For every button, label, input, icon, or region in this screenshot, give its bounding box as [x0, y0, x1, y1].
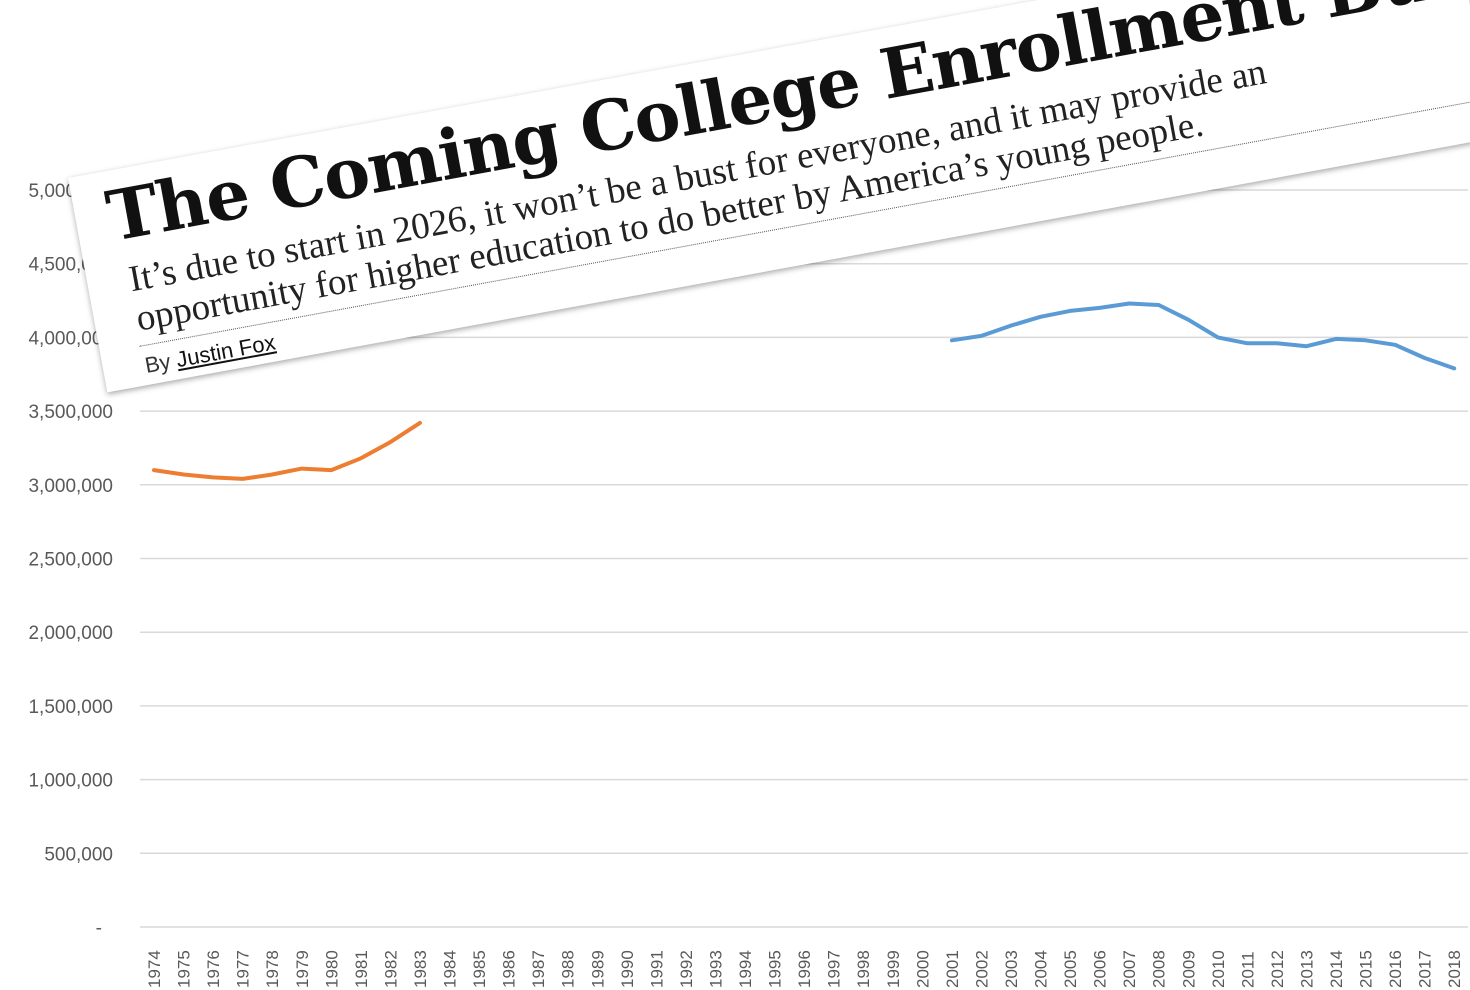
x-tick-label: 1979	[293, 950, 312, 988]
x-tick-label: 2006	[1091, 950, 1110, 988]
series-lines	[152, 301, 1457, 481]
x-tick-label: 2003	[1002, 950, 1021, 988]
series-line-1	[152, 420, 422, 481]
series-line-2	[949, 301, 1457, 371]
x-tick-label: 2004	[1032, 950, 1051, 988]
x-tick-label: 2008	[1150, 950, 1169, 988]
x-tick-label: 1985	[470, 950, 489, 988]
byline-prefix: By	[142, 348, 173, 378]
x-tick-label: 2015	[1357, 950, 1376, 988]
y-tick-label: 2,500,000	[28, 550, 113, 571]
x-tick-label: 2016	[1386, 950, 1405, 988]
x-tick-label: 1999	[884, 950, 903, 988]
x-tick-label: 1978	[263, 950, 282, 988]
y-tick-label: 3,000,000	[28, 476, 113, 497]
x-tick-label: 2009	[1179, 950, 1198, 988]
x-tick-label: 2001	[943, 950, 962, 988]
x-tick-label: 1976	[204, 950, 223, 988]
x-tick-label: 2012	[1268, 950, 1287, 988]
x-tick-label: 2013	[1297, 950, 1316, 988]
x-tick-label: 1977	[234, 950, 253, 988]
x-tick-label: 2005	[1061, 950, 1080, 988]
y-tick-label: 1,000,000	[28, 771, 113, 792]
x-tick-label: 1990	[618, 950, 637, 988]
y-tick-label: 4,000,000	[28, 328, 113, 349]
x-tick-label: 1983	[411, 950, 430, 988]
x-tick-label: 1984	[441, 950, 460, 988]
x-tick-label: 1974	[145, 950, 164, 988]
x-tick-label: 1996	[795, 950, 814, 988]
x-axis-tick-labels: 1974 1975 1976 1977 1978 1979 1980 1981 1982 1983…	[145, 950, 1464, 988]
x-tick-label: 2017	[1416, 950, 1435, 988]
x-tick-label: 1991	[647, 950, 666, 988]
y-tick-label: 3,500,000	[28, 402, 113, 423]
x-tick-label: 2010	[1209, 950, 1228, 988]
x-tick-label: 2000	[913, 950, 932, 988]
x-tick-label: 2014	[1327, 950, 1346, 988]
x-tick-label: 1993	[706, 950, 725, 988]
x-tick-label: 2007	[1120, 950, 1139, 988]
x-tick-label: 1998	[854, 950, 873, 988]
y-tick-label: -	[96, 918, 102, 939]
x-tick-label: 1995	[766, 950, 785, 988]
x-tick-label: 1994	[736, 950, 755, 988]
x-tick-label: 2011	[1238, 951, 1257, 988]
x-tick-label: 1982	[381, 950, 400, 988]
y-tick-label: 500,000	[44, 844, 113, 865]
x-tick-label: 2002	[972, 950, 991, 988]
x-tick-label: 1980	[322, 950, 341, 988]
x-tick-label: 1981	[352, 950, 371, 988]
x-tick-label: 1989	[588, 950, 607, 988]
x-tick-label: 2018	[1445, 950, 1464, 988]
x-tick-label: 1986	[500, 950, 519, 988]
x-tick-label: 1988	[559, 950, 578, 988]
x-tick-label: 1987	[529, 950, 548, 988]
y-tick-label: 1,500,000	[28, 697, 113, 718]
x-tick-label: 1992	[677, 950, 696, 988]
x-tick-label: 1975	[175, 950, 194, 988]
y-tick-label: 2,000,000	[28, 623, 113, 644]
x-tick-label: 1997	[825, 950, 844, 988]
